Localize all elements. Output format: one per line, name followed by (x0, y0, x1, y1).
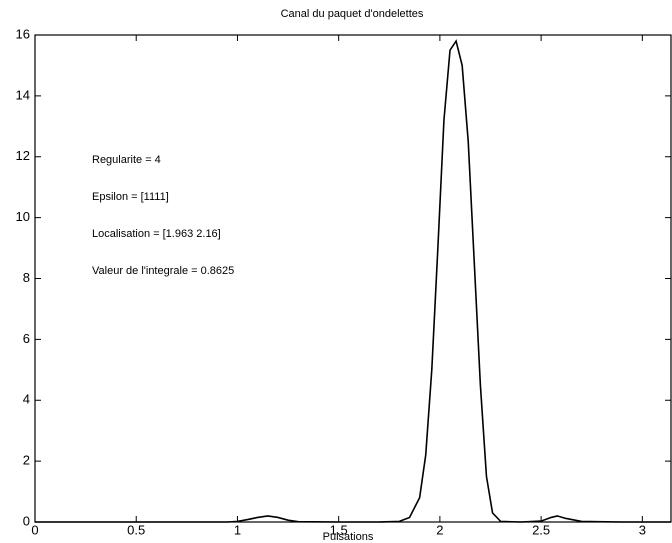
y-tick-label: 12 (16, 148, 30, 163)
annotation: Localisation = [1.963 2.16] (92, 228, 221, 240)
x-tick-label: 2 (436, 522, 443, 537)
y-tick-label: 10 (16, 209, 30, 224)
x-tick-label: 1.5 (330, 522, 348, 537)
line-series (35, 39, 671, 523)
chart-title: Canal du paquet d'ondelettes (281, 8, 424, 20)
x-tick-label: 0.5 (127, 522, 145, 537)
annotation: Regularite = 4 (92, 154, 161, 166)
y-tick-label: 16 (16, 26, 30, 41)
annotation: Epsilon = [1111] (92, 191, 169, 203)
y-tick-label: 2 (23, 453, 30, 468)
y-tick-label: 6 (23, 331, 30, 346)
y-tick-label: 4 (23, 392, 30, 407)
x-tick-label: 0 (31, 522, 38, 537)
plot-frame (34, 34, 672, 523)
y-tick-label: 14 (16, 87, 30, 102)
x-axis-label: Pulsations (323, 531, 374, 543)
x-tick-label: 2.5 (532, 522, 550, 537)
annotation: Valeur de l'integrale = 0.8625 (92, 265, 234, 277)
y-tick-label: 8 (23, 270, 30, 285)
y-tick-label: 0 (23, 513, 30, 528)
x-tick-label: 1 (234, 522, 241, 537)
x-tick-label: 3 (639, 522, 646, 537)
